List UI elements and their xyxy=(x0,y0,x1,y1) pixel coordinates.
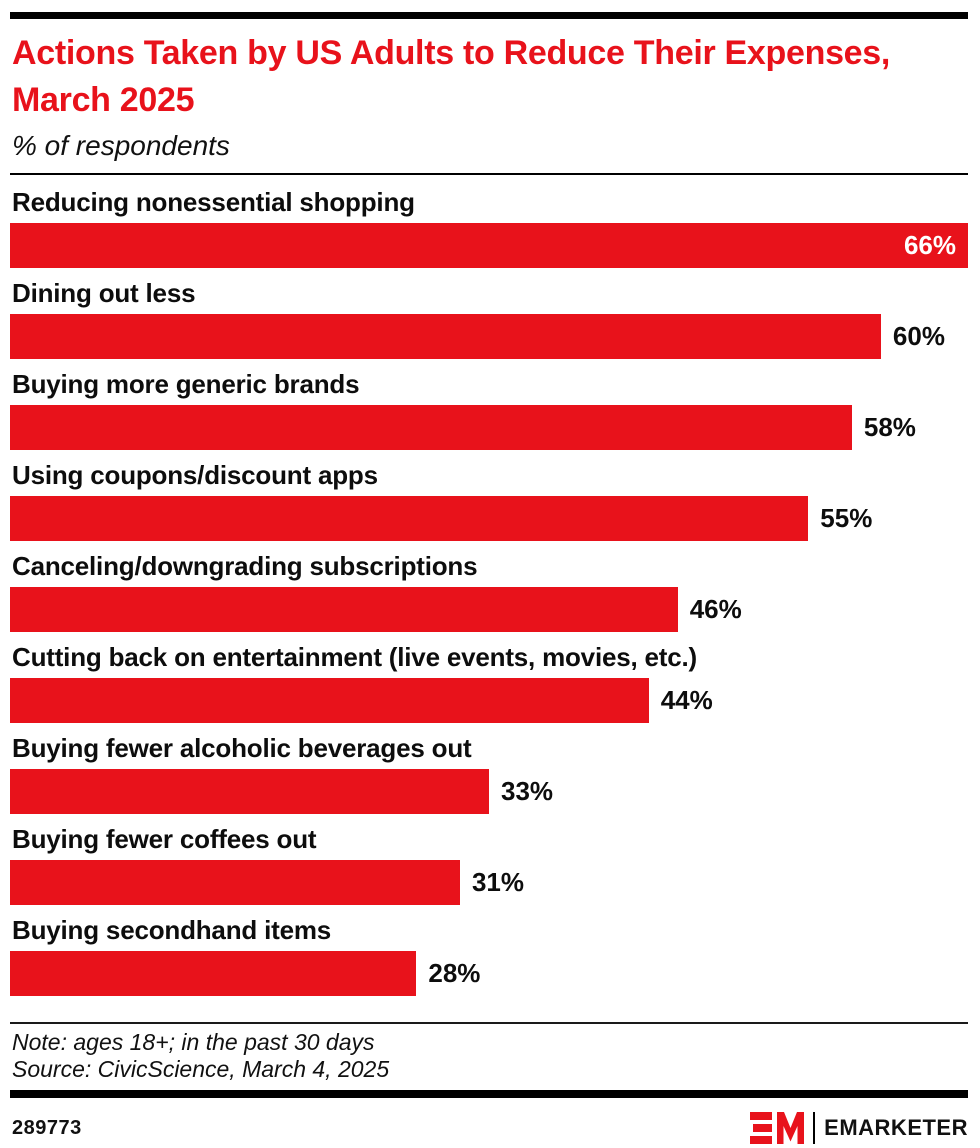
bar-value-label: 58% xyxy=(863,412,916,442)
bar-category-label: Using coupons/discount apps xyxy=(12,460,378,490)
bar xyxy=(10,860,460,905)
bar-track: 44% xyxy=(10,678,968,723)
bar-category-label: Canceling/downgrading subscriptions xyxy=(12,551,478,581)
bar-category-label: Buying more generic brands xyxy=(12,369,360,399)
footer: 289773 EMARKETER xyxy=(10,1111,968,1145)
source-line: Source: CivicScience, March 4, 2025 xyxy=(12,1056,390,1082)
bar xyxy=(10,951,417,996)
bar: 66% xyxy=(10,223,968,268)
bar-value-label: 44% xyxy=(660,685,713,715)
bar-value-label: 33% xyxy=(501,776,554,806)
bar xyxy=(10,587,678,632)
bar-track: 60% xyxy=(10,314,968,359)
header-divider xyxy=(10,173,968,175)
note-line: Note: ages 18+; in the past 30 days xyxy=(12,1029,375,1055)
bar-category-label: Dining out less xyxy=(12,278,196,308)
bar-category-label: Buying fewer coffees out xyxy=(12,824,317,854)
bar-value-label: 66% xyxy=(903,230,956,260)
bar-row: Buying fewer alcoholic beverages out 33% xyxy=(10,735,968,814)
bar-track: 58% xyxy=(10,405,968,450)
bar-category-label: Buying fewer alcoholic beverages out xyxy=(12,733,472,763)
bar-category-label: Buying secondhand items xyxy=(12,915,332,945)
footnotes: Note: ages 18+; in the past 30 days Sour… xyxy=(12,1029,968,1083)
bar-track: 66% xyxy=(10,223,968,268)
brand-divider xyxy=(813,1112,816,1144)
bar xyxy=(10,314,881,359)
bar-row: Reducing nonessential shopping 66% xyxy=(10,189,968,268)
emarketer-logo-icon xyxy=(750,1112,805,1144)
bar-chart: Reducing nonessential shopping 66% Dining … xyxy=(10,189,968,996)
bar-row: Buying fewer coffees out 31% xyxy=(10,826,968,905)
bar-value-label: 28% xyxy=(428,958,481,988)
bar xyxy=(10,496,809,541)
bar-category-label: Reducing nonessential shopping xyxy=(12,187,415,217)
bar xyxy=(10,678,649,723)
brand-name: EMARKETER xyxy=(824,1115,968,1140)
bar-row: Buying secondhand items 28% xyxy=(10,917,968,996)
bar-track: 55% xyxy=(10,496,968,541)
bar-value-label: 55% xyxy=(820,503,873,533)
bar-row: Buying more generic brands 58% xyxy=(10,371,968,450)
bar xyxy=(10,769,489,814)
footnote-divider xyxy=(10,1022,968,1024)
bar-track: 28% xyxy=(10,951,968,996)
bar-row: Dining out less 60% xyxy=(10,280,968,359)
bar-value-label: 46% xyxy=(689,594,742,624)
footer-rule xyxy=(10,1090,968,1098)
bar-track: 31% xyxy=(10,860,968,905)
chart-id: 289773 xyxy=(12,1116,82,1139)
bar-row: Using coupons/discount apps 55% xyxy=(10,462,968,541)
bar-value-label: 31% xyxy=(471,867,525,897)
bar-row: Canceling/downgrading subscriptions 46% xyxy=(10,553,968,632)
bar xyxy=(10,405,852,450)
brand-lockup: EMARKETER xyxy=(750,1111,968,1145)
bar-track: 46% xyxy=(10,587,968,632)
chart-title: Actions Taken by US Adults to Reduce The… xyxy=(12,34,891,119)
bar-category-label: Cutting back on entertainment (live even… xyxy=(12,642,697,672)
bar-track: 33% xyxy=(10,769,968,814)
chart-subtitle: % of respondents xyxy=(12,130,230,161)
top-rule xyxy=(10,12,968,19)
bar-row: Cutting back on entertainment (live even… xyxy=(10,644,968,723)
bar-value-label: 60% xyxy=(892,321,945,351)
